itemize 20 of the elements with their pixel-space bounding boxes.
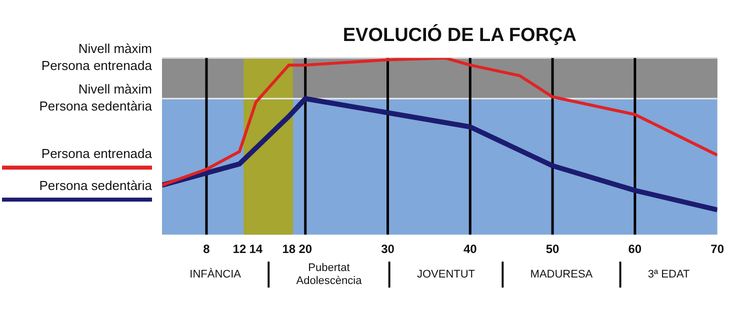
text: MADURESA [530,268,594,281]
x-tick-label: 14 [249,242,263,256]
x-tick-label: 60 [628,242,642,256]
series-label: Persona entrenada [41,146,153,162]
ref-line-label: Nivell màxim Persona sedentària [39,82,153,114]
x-tick-label: 18 [282,242,296,256]
x-tick-label: 40 [463,242,478,256]
x-tick-label: 12 [232,242,246,256]
text: Pubertat Adolescència [296,262,363,288]
text: INFÀNCIA [190,268,242,281]
x-tick-label: 20 [298,242,312,256]
x-tick-label: 8 [203,242,210,256]
series-label: Persona sedentària [39,178,153,194]
x-tick-label: 50 [546,242,560,256]
chart-title: EVOLUCIÓ DE LA FORÇA [342,24,577,46]
text: 3ª EDAT [648,268,690,281]
x-tick-label: 30 [381,242,395,256]
text: JOVENTUT [416,268,476,281]
ref-line-label: Nivell màxim Persona entrenada [41,41,153,74]
x-tick-label: 70 [710,242,724,256]
